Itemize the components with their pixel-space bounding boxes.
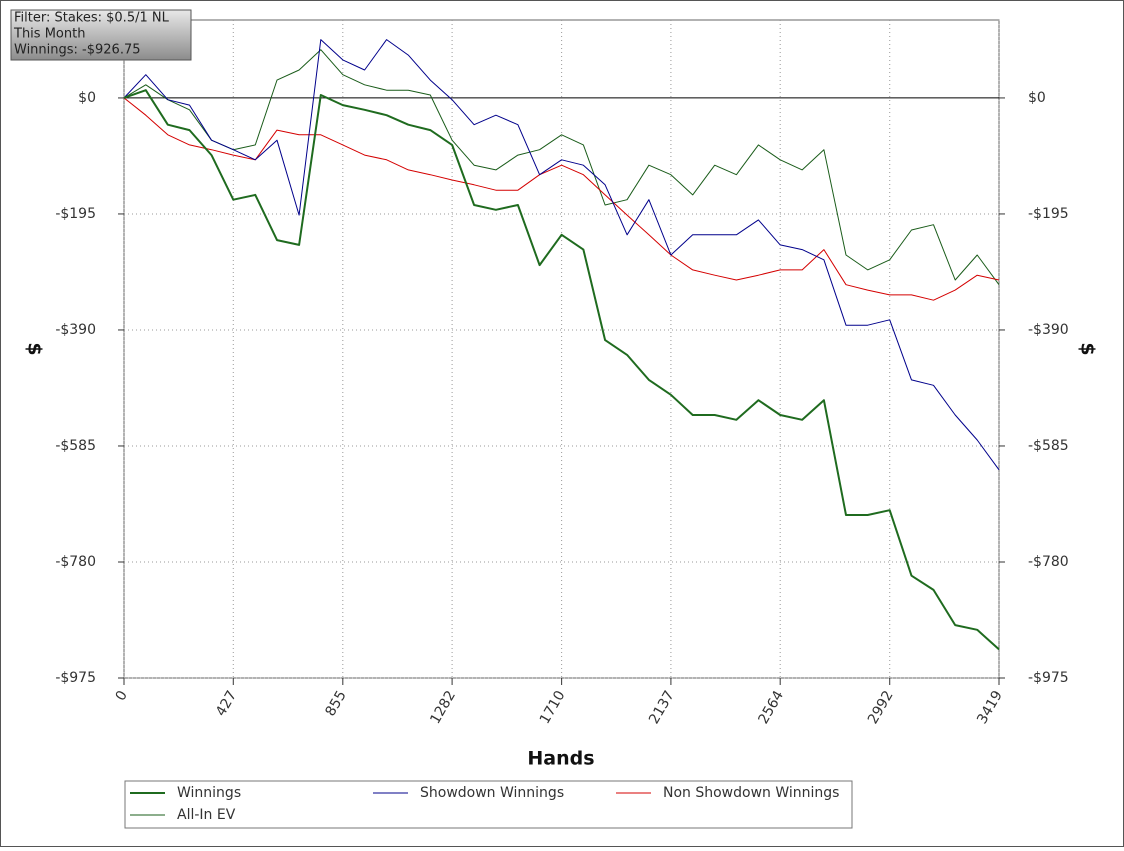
y-axis-title-right: $ <box>1077 342 1099 355</box>
y-tick-label: -$780 <box>55 554 96 570</box>
legend-label: Showdown Winnings <box>420 785 564 801</box>
y-tick-label-right: -$390 <box>1028 322 1069 338</box>
y-tick-label: -$195 <box>55 206 96 222</box>
y-tick-label-right: -$780 <box>1028 554 1069 570</box>
legend-label: All-In EV <box>177 807 236 823</box>
y-tick-label: -$585 <box>55 438 96 454</box>
legend-label: Non Showdown Winnings <box>663 785 839 801</box>
y-tick-label: -$975 <box>55 670 96 686</box>
filter-text: Winnings: -$926.75 <box>14 43 141 58</box>
series-line <box>123 49 1000 285</box>
filter-box <box>10 9 192 61</box>
legend <box>124 780 853 829</box>
series-line <box>123 39 1000 471</box>
series-line <box>123 89 1000 651</box>
y-tick-label-right: -$195 <box>1028 206 1069 222</box>
filter-text: This Month <box>13 27 85 42</box>
series-line <box>123 97 1000 301</box>
y-tick-label: -$390 <box>55 322 96 338</box>
y-tick-label-right: $0 <box>1028 90 1046 106</box>
x-axis-title: Hands <box>527 748 594 770</box>
filter-text: Filter: Stakes: $0.5/1 NL <box>14 11 170 26</box>
legend-label: Winnings <box>177 785 241 801</box>
y-tick-label-right: -$585 <box>1028 438 1069 454</box>
y-tick-label: $0 <box>78 90 96 106</box>
y-tick-label-right: -$975 <box>1028 670 1069 686</box>
y-axis-title: $ <box>24 342 46 355</box>
